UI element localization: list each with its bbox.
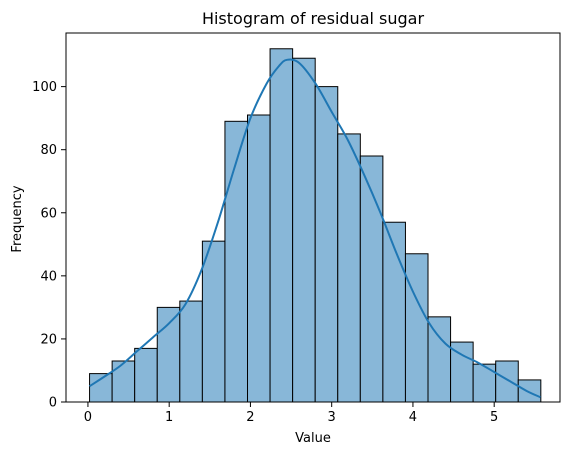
x-tick-label: 2 [246,410,254,425]
y-axis-label: Frequency [10,185,25,252]
histogram-bar [292,57,316,403]
histogram-bar [314,86,339,403]
histogram-bar [111,360,136,403]
y-tick-label: 60 [40,206,57,221]
y-axis-ticks: 0 20 40 60 80 100 [32,80,66,411]
histogram-bar [201,240,226,403]
y-tick-label: 100 [32,80,57,95]
histogram-bar [134,347,158,403]
x-tick-label: 4 [409,410,417,425]
x-tick-label: 0 [84,410,92,425]
histogram-bar [337,133,361,403]
kde-curve [89,58,541,399]
histogram-bar [247,114,271,403]
y-tick-label: 40 [40,269,57,284]
y-tick-label: 80 [40,143,57,158]
x-axis-ticks: 0 1 2 3 4 5 [84,402,498,425]
histogram-bar [495,360,519,403]
histogram-bar [427,316,452,403]
x-axis-label: Value [295,431,331,446]
chart-title: Histogram of residual sugar [202,9,425,28]
x-tick-label: 5 [490,410,498,425]
histogram-bar [517,379,542,403]
plot-frame [65,32,561,403]
x-tick-label: 1 [165,410,173,425]
y-tick-label: 20 [40,332,57,347]
y-tick-label: 0 [49,396,57,411]
histogram-bar [404,253,429,403]
histogram-bar [156,306,181,403]
x-tick-label: 3 [328,410,336,425]
histogram-bar [179,300,203,403]
histogram-bar [269,48,294,403]
histogram-bars [89,48,542,403]
